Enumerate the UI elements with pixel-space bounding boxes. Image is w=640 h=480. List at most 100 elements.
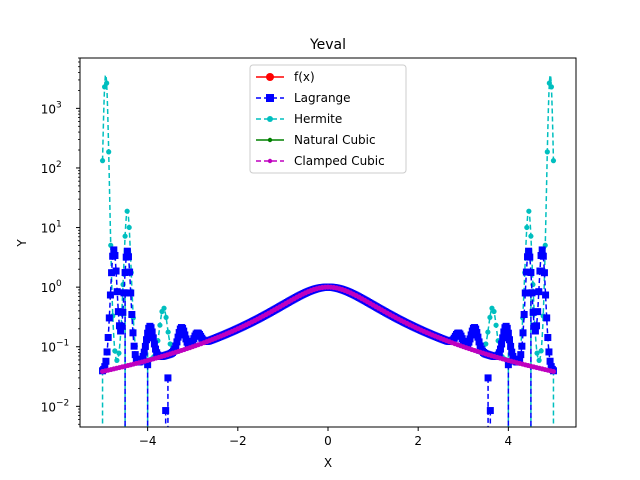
lagrange-marker bbox=[498, 340, 506, 348]
lagrange-marker bbox=[112, 267, 120, 275]
x-axis-label: X bbox=[324, 456, 332, 470]
hermite-marker bbox=[104, 80, 110, 86]
hermite-marker bbox=[483, 341, 489, 347]
lagrange-marker bbox=[503, 324, 511, 332]
hermite-marker bbox=[487, 314, 493, 321]
lagrange-marker bbox=[130, 342, 138, 350]
lagrange-marker bbox=[121, 268, 129, 276]
lagrange-marker bbox=[144, 361, 152, 369]
x-tick-label: −4 bbox=[139, 434, 157, 448]
y-tick-exponent: 1 bbox=[56, 220, 62, 230]
legend-label: Hermite bbox=[294, 112, 342, 126]
lagrange-marker bbox=[174, 333, 182, 341]
lagrange-marker bbox=[546, 357, 554, 365]
hermite-marker bbox=[124, 208, 130, 214]
x-tick-label: 0 bbox=[324, 434, 332, 448]
lagrange-marker bbox=[538, 246, 546, 254]
hermite-marker bbox=[526, 208, 532, 214]
lagrange-marker bbox=[108, 269, 116, 277]
lagrange-marker bbox=[181, 331, 189, 339]
lagrange-marker bbox=[103, 348, 111, 356]
hermite-marker bbox=[524, 224, 530, 231]
lagrange-marker bbox=[535, 288, 543, 296]
lagrange-marker bbox=[516, 355, 524, 363]
hermite-marker bbox=[99, 158, 106, 164]
hermite-marker bbox=[116, 350, 122, 356]
lagrange-marker bbox=[544, 334, 552, 342]
legend-marker bbox=[266, 73, 274, 81]
lagrange-marker bbox=[141, 342, 149, 350]
y-tick-label: 10 bbox=[41, 281, 56, 295]
hermite-marker bbox=[163, 314, 169, 321]
lagrange-marker bbox=[148, 328, 156, 336]
lagrange-marker bbox=[505, 336, 513, 344]
lagrange-marker bbox=[152, 345, 160, 353]
hermite-marker bbox=[122, 233, 128, 239]
lagrange-marker bbox=[484, 374, 492, 382]
hermite-marker bbox=[165, 329, 171, 335]
lagrange-marker bbox=[543, 314, 551, 322]
hermite-marker bbox=[536, 357, 542, 363]
lagrange-marker bbox=[474, 333, 482, 341]
lagrange-marker bbox=[180, 327, 188, 335]
y-tick-label: 10 bbox=[41, 222, 56, 236]
lagrange-marker bbox=[144, 329, 152, 337]
hermite-marker bbox=[485, 329, 491, 335]
lagrange-marker bbox=[127, 289, 135, 297]
hermite-marker bbox=[544, 149, 550, 155]
lagrange-marker bbox=[525, 247, 533, 255]
lagrange-marker bbox=[173, 338, 181, 346]
hermite-marker bbox=[491, 308, 497, 315]
legend-marker bbox=[267, 137, 273, 143]
lagrange-marker bbox=[520, 311, 528, 319]
lagrange-marker bbox=[536, 267, 544, 275]
lagrange-marker bbox=[540, 269, 548, 277]
lagrange-marker bbox=[162, 407, 170, 415]
lagrange-marker bbox=[519, 329, 527, 337]
lagrange-marker bbox=[486, 407, 494, 415]
y-tick-label: 10 bbox=[41, 341, 56, 355]
lagrange-marker bbox=[527, 289, 535, 297]
lagrange-marker bbox=[118, 322, 126, 330]
lagrange-marker bbox=[126, 268, 134, 276]
lagrange-marker bbox=[104, 334, 112, 342]
lagrange-marker bbox=[131, 351, 139, 359]
lagrange-marker bbox=[475, 338, 483, 346]
lagrange-marker bbox=[473, 329, 481, 337]
lagrange-marker bbox=[534, 308, 542, 316]
legend-label: Lagrange bbox=[294, 91, 351, 105]
lagrange-marker bbox=[114, 308, 122, 316]
hermite-marker bbox=[528, 233, 534, 239]
lagrange-marker bbox=[504, 329, 512, 337]
lagrange-marker bbox=[542, 291, 550, 299]
lagrange-marker bbox=[466, 335, 474, 343]
hermite-marker bbox=[167, 341, 173, 347]
lagrange-marker bbox=[500, 328, 508, 336]
legend-label: Natural Cubic bbox=[294, 133, 376, 147]
lagrange-marker bbox=[495, 349, 503, 357]
lagrange-marker bbox=[113, 288, 121, 296]
lagrange-marker bbox=[504, 361, 512, 369]
chart-title: Yeval bbox=[309, 37, 346, 53]
y-tick-label: 10 bbox=[41, 102, 56, 116]
lagrange-marker bbox=[526, 253, 534, 261]
lagrange-marker bbox=[121, 289, 129, 297]
lagrange-marker bbox=[139, 352, 147, 360]
lagrange-marker bbox=[140, 348, 148, 356]
lagrange-marker bbox=[123, 247, 131, 255]
lagrange-marker bbox=[128, 311, 136, 319]
legend: f(x) Lagrange Hermite Natural Cubic Clamped … bbox=[249, 64, 407, 174]
clamped-cubic-marker bbox=[550, 368, 556, 374]
lagrange-marker bbox=[164, 374, 172, 382]
hermite-marker bbox=[114, 357, 120, 363]
lagrange-marker bbox=[150, 340, 158, 348]
lagrange-marker bbox=[143, 336, 151, 344]
lagrange-marker bbox=[129, 329, 137, 337]
y-tick-exponent: 3 bbox=[56, 100, 62, 110]
y-tick-exponent: 0 bbox=[56, 279, 62, 289]
x-tick-label: −2 bbox=[229, 434, 247, 448]
hermite-marker bbox=[493, 322, 499, 328]
lagrange-marker bbox=[105, 314, 113, 322]
lagrange-marker bbox=[124, 253, 132, 261]
